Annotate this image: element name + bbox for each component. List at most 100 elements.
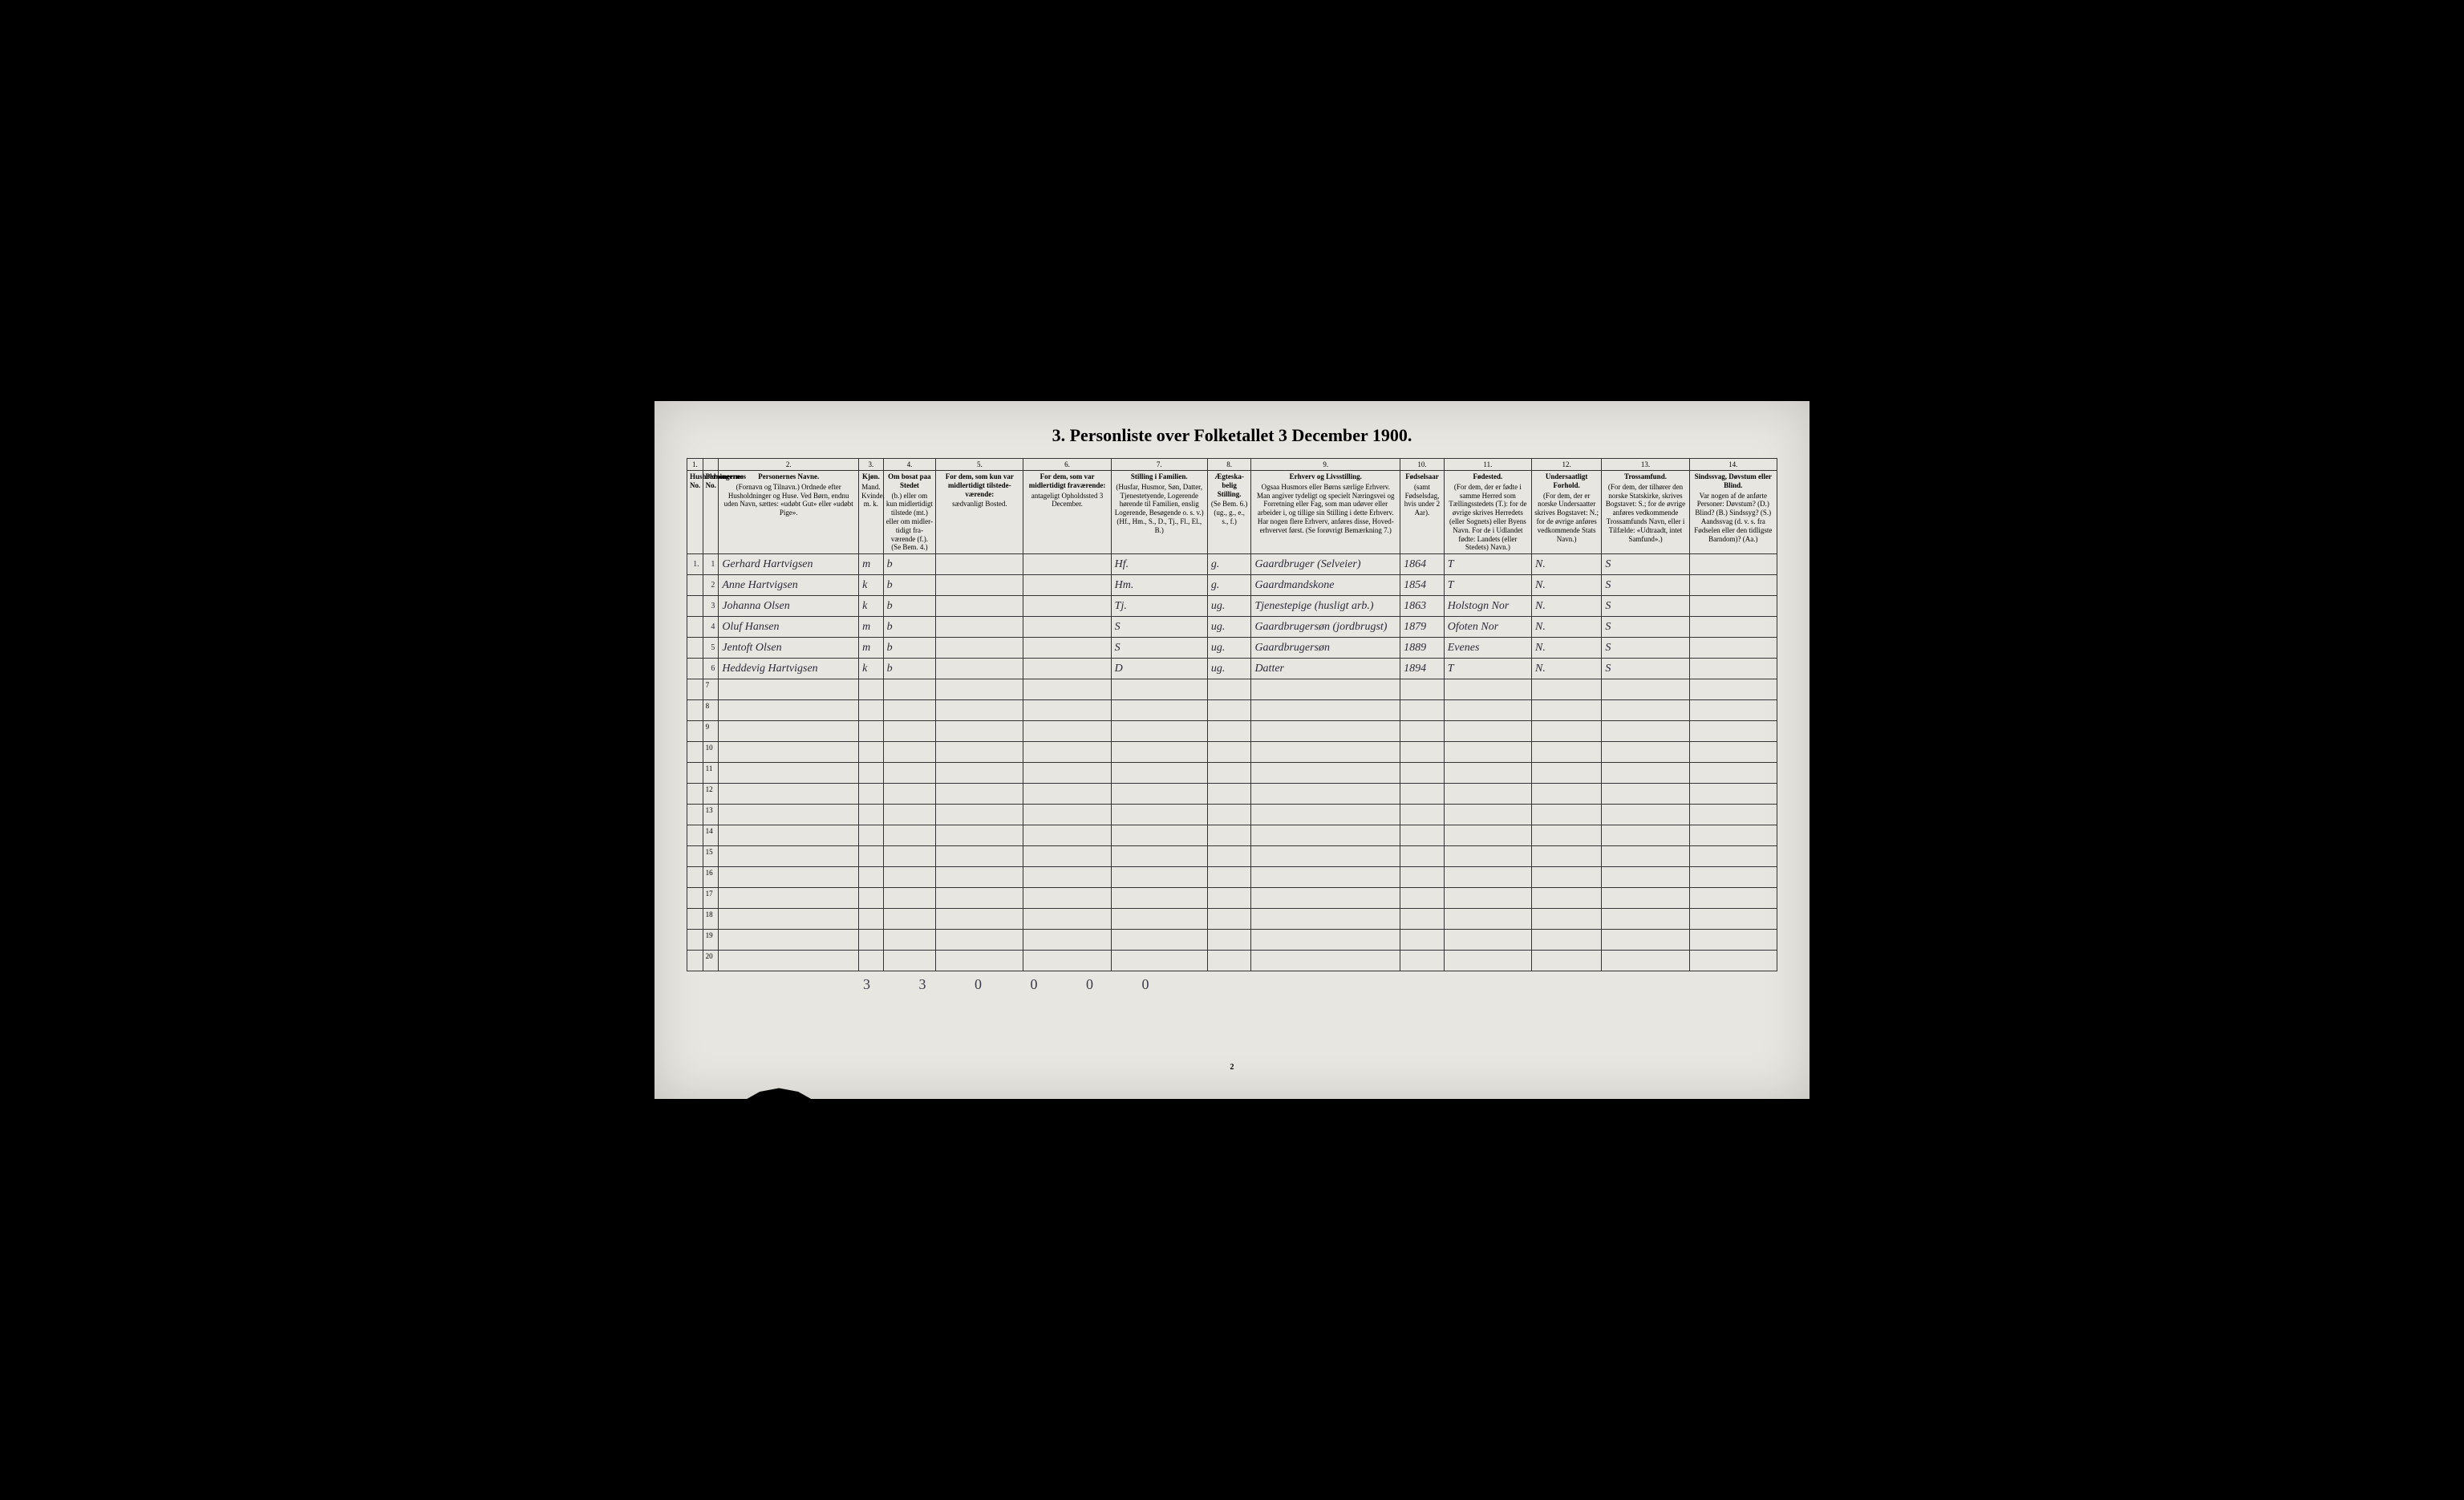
cell-birth: T <box>1444 554 1531 575</box>
cell-pn: 2 <box>703 575 719 596</box>
cell-empty <box>1207 909 1251 930</box>
cell-hh <box>687 638 703 659</box>
column-number: 9. <box>1251 459 1400 471</box>
cell-empty <box>936 909 1023 930</box>
cell-empty <box>1689 805 1777 825</box>
table-row-empty: 10 <box>687 742 1777 763</box>
cell-empty <box>687 742 703 763</box>
cell-empty <box>1023 700 1111 721</box>
cell-empty <box>1602 784 1689 805</box>
cell-mar: ug. <box>1207 638 1251 659</box>
cell-empty: 16 <box>703 867 719 888</box>
cell-hh <box>687 659 703 679</box>
column-number: 13. <box>1602 459 1689 471</box>
cell-empty <box>883 721 936 742</box>
cell-empty <box>1251 679 1400 700</box>
cell-empty <box>1444 679 1531 700</box>
cell-empty <box>1400 951 1445 971</box>
column-number-row: 1.2.3.4.5.6.7.8.9.10.11.12.13.14. <box>687 459 1777 471</box>
cell-empty <box>1400 805 1445 825</box>
cell-mar: ug. <box>1207 659 1251 679</box>
cell-year: 1863 <box>1400 596 1445 617</box>
cell-empty <box>883 700 936 721</box>
cell-temp1 <box>936 575 1023 596</box>
cell-empty <box>719 951 859 971</box>
cell-empty <box>687 825 703 846</box>
cell-empty <box>1207 679 1251 700</box>
cell-birth: Evenes <box>1444 638 1531 659</box>
table-body: 1.1Gerhard HartvigsenmbHf.g.Gaardbruger … <box>687 554 1777 971</box>
census-page: 3. Personliste over Folketallet 3 Decemb… <box>654 401 1810 1099</box>
cell-empty <box>1023 679 1111 700</box>
column-header: Fødested.(For dem, der er fødte i samme … <box>1444 471 1531 554</box>
column-header: For dem, som var midlertidigt fraværende… <box>1023 471 1111 554</box>
column-number: 1. <box>687 459 703 471</box>
cell-name: Heddevig Hartvigsen <box>719 659 859 679</box>
cell-empty <box>859 679 884 700</box>
cell-empty <box>1111 805 1207 825</box>
cell-empty <box>936 742 1023 763</box>
cell-res: b <box>883 617 936 638</box>
cell-empty <box>1531 742 1601 763</box>
cell-empty <box>1023 784 1111 805</box>
cell-empty <box>1602 700 1689 721</box>
page-tear <box>747 1087 811 1099</box>
cell-empty <box>719 700 859 721</box>
cell-mar: g. <box>1207 554 1251 575</box>
cell-year: 1854 <box>1400 575 1445 596</box>
cell-res: b <box>883 596 936 617</box>
cell-fam: S <box>1111 638 1207 659</box>
cell-empty <box>859 763 884 784</box>
cell-empty <box>1111 951 1207 971</box>
cell-empty <box>1531 721 1601 742</box>
cell-temp1 <box>936 596 1023 617</box>
cell-occ: Tjenestepige (husligt arb.) <box>1251 596 1400 617</box>
cell-empty <box>719 888 859 909</box>
cell-empty <box>1602 763 1689 784</box>
cell-empty <box>719 742 859 763</box>
cell-empty <box>1444 825 1531 846</box>
cell-empty <box>936 805 1023 825</box>
cell-empty <box>1444 763 1531 784</box>
cell-res: b <box>883 554 936 575</box>
cell-empty <box>936 951 1023 971</box>
cell-temp2 <box>1023 659 1111 679</box>
cell-res: b <box>883 638 936 659</box>
cell-empty <box>719 679 859 700</box>
cell-empty <box>1531 825 1601 846</box>
cell-empty: 14 <box>703 825 719 846</box>
cell-temp2 <box>1023 617 1111 638</box>
cell-empty <box>859 930 884 951</box>
cell-empty <box>1444 721 1531 742</box>
cell-empty <box>1400 763 1445 784</box>
cell-empty <box>1400 679 1445 700</box>
cell-year: 1864 <box>1400 554 1445 575</box>
table-row-empty: 20 <box>687 951 1777 971</box>
cell-empty <box>1689 679 1777 700</box>
cell-empty <box>719 825 859 846</box>
cell-empty <box>1602 805 1689 825</box>
cell-fam: Hm. <box>1111 575 1207 596</box>
cell-rel: S <box>1602 659 1689 679</box>
cell-empty <box>1689 888 1777 909</box>
cell-empty <box>1207 951 1251 971</box>
column-header: Fødsels­aar(samt Fødsels­dag, hvis under… <box>1400 471 1445 554</box>
cell-hh: 1. <box>687 554 703 575</box>
cell-empty <box>1251 888 1400 909</box>
cell-rel: S <box>1602 596 1689 617</box>
cell-empty <box>1689 846 1777 867</box>
column-number: 5. <box>936 459 1023 471</box>
cell-occ: Gaardbruger (Selveier) <box>1251 554 1400 575</box>
cell-name: Oluf Hansen <box>719 617 859 638</box>
cell-empty <box>1207 825 1251 846</box>
cell-empty <box>1251 951 1400 971</box>
cell-empty: 11 <box>703 763 719 784</box>
cell-sex: k <box>859 596 884 617</box>
cell-nat: N. <box>1531 638 1601 659</box>
cell-empty <box>1400 867 1445 888</box>
cell-empty <box>1251 909 1400 930</box>
table-row-empty: 16 <box>687 867 1777 888</box>
table-row-empty: 9 <box>687 721 1777 742</box>
column-header-row: Husholdningernes No.Personernes No.Perso… <box>687 471 1777 554</box>
cell-empty <box>687 679 703 700</box>
